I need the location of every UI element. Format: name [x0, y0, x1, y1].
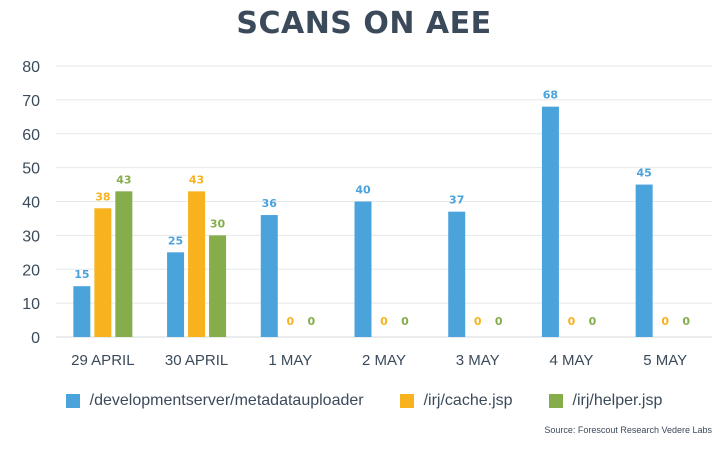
legend-label-cache-jsp: /irj/cache.jsp	[423, 392, 513, 409]
data-label: 25	[168, 234, 183, 247]
bar	[209, 235, 227, 337]
legend-item-cache-jsp: /irj/cache.jsp	[399, 392, 513, 410]
data-label: 0	[568, 315, 576, 328]
y-tick-label: 50	[22, 161, 40, 178]
bar	[260, 215, 278, 337]
data-label: 0	[495, 315, 503, 328]
y-tick-label: 10	[22, 296, 40, 313]
x-tick-label: 5 MAY	[643, 352, 687, 369]
data-label: 15	[74, 268, 89, 281]
legend: /developmentserver/metadatauploader /irj…	[0, 392, 728, 410]
data-label: 38	[95, 190, 110, 203]
data-label: 0	[307, 315, 315, 328]
data-label: 0	[474, 315, 482, 328]
legend-swatch-metadatauploader	[65, 394, 80, 408]
x-tick-label: 2 MAY	[362, 352, 406, 369]
legend-label-helper-jsp: /irj/helper.jsp	[572, 392, 663, 409]
y-tick-label: 40	[22, 195, 40, 212]
data-label: 68	[543, 89, 558, 102]
bar	[188, 191, 206, 337]
bar	[354, 201, 372, 337]
data-label: 43	[189, 173, 204, 186]
legend-swatch-helper-jsp	[548, 394, 563, 408]
data-label: 37	[449, 194, 464, 207]
y-tick-label: 30	[22, 228, 40, 245]
x-tick-label: 4 MAY	[549, 352, 593, 369]
legend-label-metadatauploader: /developmentserver/metadatauploader	[89, 392, 364, 409]
data-label: 0	[401, 315, 409, 328]
chart-title: SCANS ON AEE	[236, 6, 492, 41]
x-tick-label: 29 APRIL	[71, 352, 134, 369]
legend-swatch-cache-jsp	[399, 394, 414, 408]
x-tick-label: 3 MAY	[456, 352, 500, 369]
y-tick-label: 20	[22, 262, 40, 279]
bar	[73, 286, 91, 337]
bar	[167, 252, 185, 337]
x-tick-label: 30 APRIL	[165, 352, 228, 369]
y-tick-label: 70	[22, 93, 40, 110]
bar	[541, 106, 559, 338]
data-label: 0	[661, 315, 669, 328]
data-label: 40	[355, 184, 371, 197]
x-tick-label: 1 MAY	[268, 352, 312, 369]
legend-item-helper-jsp: /irj/helper.jsp	[548, 392, 663, 410]
legend-item-metadatauploader: /developmentserver/metadatauploader	[65, 392, 364, 410]
bar	[635, 184, 653, 337]
y-tick-label: 0	[31, 330, 40, 347]
data-label: 0	[682, 315, 690, 328]
data-label: 30	[210, 217, 226, 230]
data-label: 0	[286, 315, 294, 328]
y-tick-label: 60	[22, 127, 40, 144]
data-label: 0	[589, 315, 597, 328]
bar	[448, 211, 466, 337]
y-tick-label: 80	[22, 59, 40, 76]
bar	[94, 208, 112, 337]
data-label: 36	[262, 197, 278, 210]
data-label: 0	[380, 315, 388, 328]
source-note: Source: Forescout Research Vedere Labs	[544, 425, 712, 435]
data-label: 43	[116, 173, 131, 186]
data-label: 45	[636, 167, 651, 180]
bar	[115, 191, 133, 337]
